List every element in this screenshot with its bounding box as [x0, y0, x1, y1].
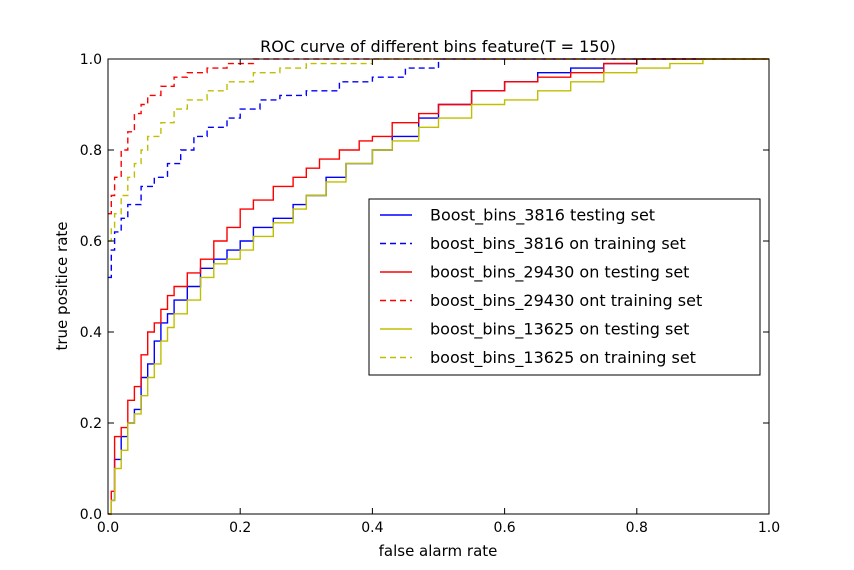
x-axis-label: false alarm rate	[379, 542, 498, 560]
chart-title: ROC curve of different bins feature(T = …	[260, 37, 616, 56]
series-line-2	[108, 58, 769, 279]
x-tick-label: 0.8	[626, 520, 648, 536]
legend-label: boost_bins_13625 on training set	[430, 348, 696, 368]
x-tick-label: 0.4	[361, 520, 383, 536]
y-axis-label: true positice rate	[53, 222, 71, 351]
legend-label: boost_bins_29430 on testing set	[430, 263, 689, 283]
legend-label: boost_bins_13625 on testing set	[430, 320, 689, 340]
x-tick-label: 0.0	[97, 520, 119, 536]
y-tick-label: 0.0	[80, 507, 102, 523]
y-tick-label: 1.0	[80, 52, 102, 68]
series-line-6	[108, 58, 769, 242]
y-tick-label: 0.2	[80, 416, 102, 432]
legend-box	[368, 198, 761, 376]
series-layer	[108, 58, 769, 515]
y-tick-label: 0.8	[80, 143, 102, 159]
ticks-layer: 0.0 0.2 0.4 0.6 0.8 1.0 0.0 0.2 0.4 0.6 0.8 1.0	[80, 52, 780, 536]
y-tick-label: 0.6	[80, 234, 102, 250]
x-tick-label: 1.0	[758, 520, 780, 536]
series-line-5	[108, 58, 769, 515]
legend-label: boost_bins_29430 ont training set	[430, 291, 702, 311]
plot-frame	[107, 58, 770, 515]
legend-label: Boost_bins_3816 testing set	[430, 206, 655, 226]
series-line-4	[108, 58, 769, 215]
legend-label: boost_bins_3816 on training set	[430, 234, 686, 254]
y-tick-label: 0.4	[80, 325, 102, 341]
legend: Boost_bins_3816 testing set boost_bins_38…	[368, 198, 761, 376]
x-tick-label: 0.2	[229, 520, 251, 536]
series-line-3	[108, 58, 769, 515]
x-tick-label: 0.6	[493, 520, 515, 536]
